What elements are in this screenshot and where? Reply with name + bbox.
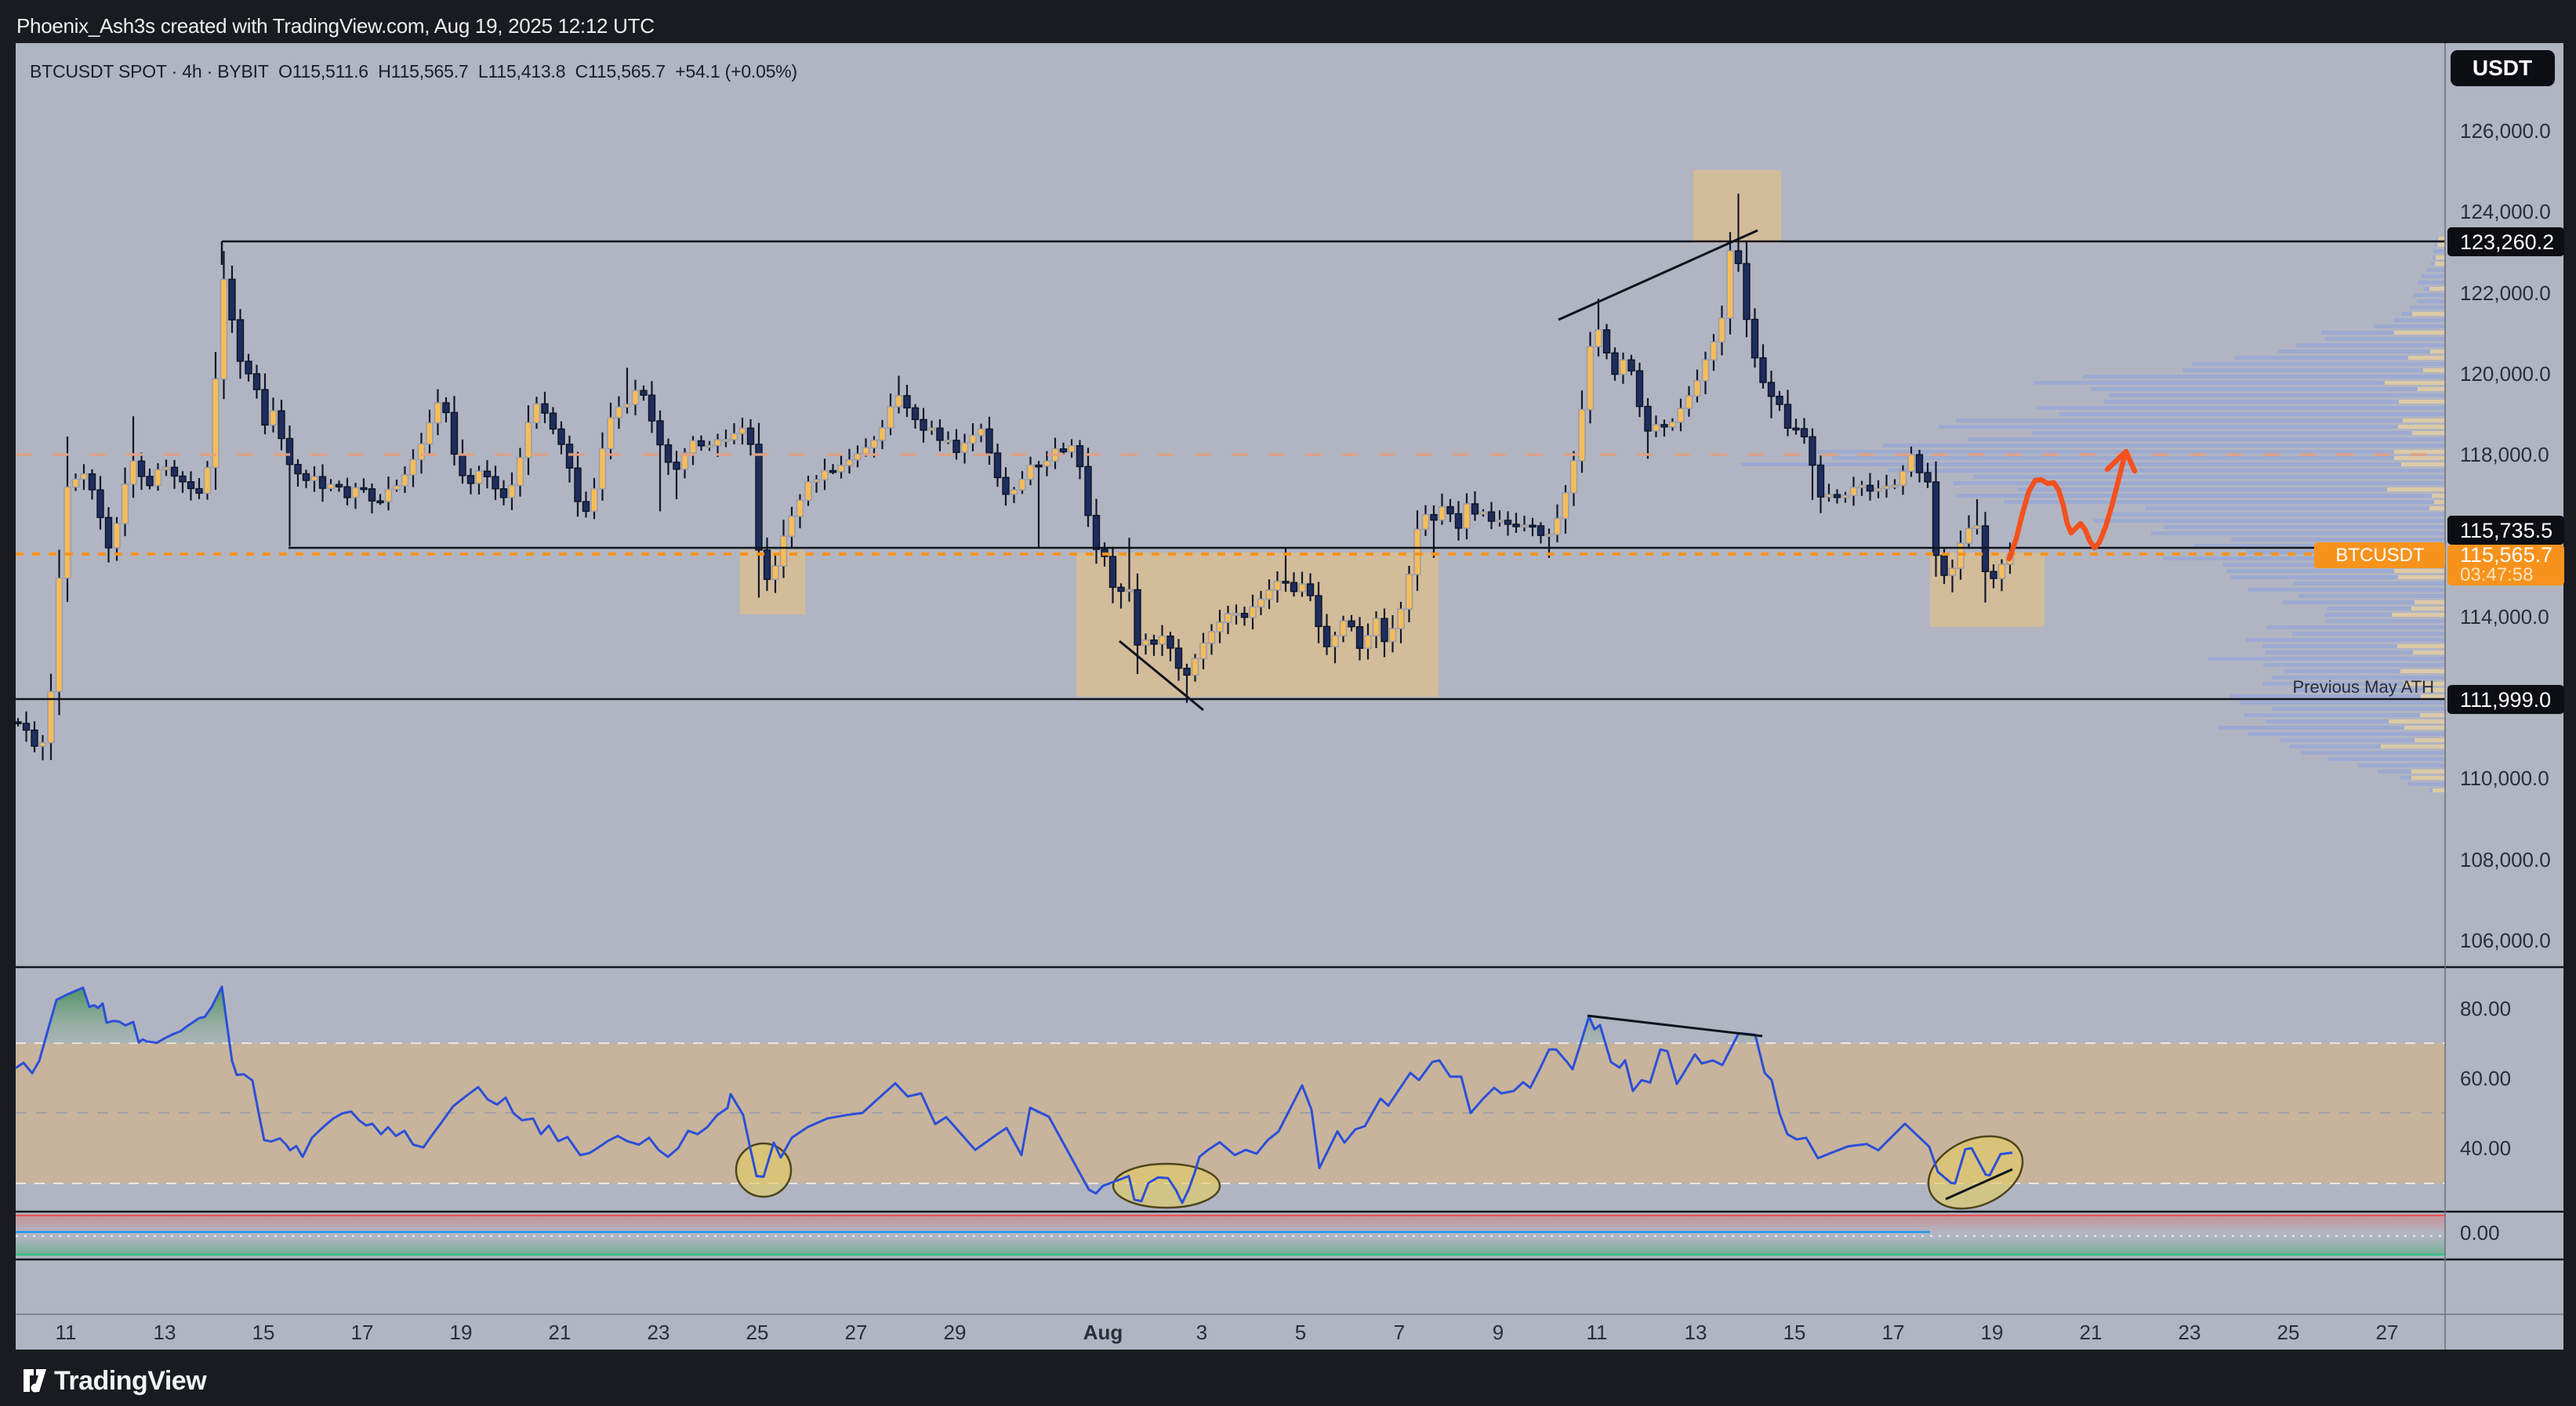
svg-text:118,000.0: 118,000.0: [2460, 443, 2549, 466]
svg-text:80.00: 80.00: [2460, 997, 2511, 1020]
svg-text:7: 7: [1394, 1321, 1405, 1344]
svg-text:19: 19: [1981, 1321, 2004, 1344]
svg-text:23: 23: [2179, 1321, 2201, 1344]
svg-text:9: 9: [1493, 1321, 1504, 1344]
svg-text:17: 17: [1882, 1321, 1905, 1344]
svg-text:60.00: 60.00: [2460, 1067, 2511, 1090]
svg-text:0.00: 0.00: [2460, 1221, 2500, 1245]
svg-text:21: 21: [2080, 1321, 2103, 1344]
svg-text:27: 27: [2376, 1321, 2399, 1344]
svg-text:13: 13: [1685, 1321, 1707, 1344]
svg-text:3: 3: [1196, 1321, 1207, 1344]
svg-text:15: 15: [1783, 1321, 1806, 1344]
svg-text:19: 19: [450, 1321, 473, 1344]
svg-text:40.00: 40.00: [2460, 1136, 2511, 1160]
svg-text:124,000.0: 124,000.0: [2460, 200, 2551, 223]
svg-text:23: 23: [648, 1321, 670, 1344]
svg-text:106,000.0: 106,000.0: [2460, 929, 2551, 952]
svg-text:Aug: Aug: [1083, 1321, 1123, 1344]
svg-text:111,999.0: 111,999.0: [2460, 688, 2551, 712]
svg-text:17: 17: [351, 1321, 374, 1344]
svg-text:11: 11: [1587, 1321, 1608, 1344]
svg-text:126,000.0: 126,000.0: [2460, 119, 2551, 143]
svg-text:115,565.7: 115,565.7: [2460, 543, 2552, 567]
svg-text:5: 5: [1295, 1321, 1306, 1344]
svg-text:11: 11: [56, 1321, 77, 1344]
svg-text:108,000.0: 108,000.0: [2460, 848, 2551, 872]
svg-text:USDT: USDT: [2473, 56, 2532, 80]
svg-text:27: 27: [845, 1321, 868, 1344]
svg-text:110,000.0: 110,000.0: [2460, 766, 2549, 790]
svg-text:TradingView: TradingView: [54, 1366, 207, 1396]
svg-text:13: 13: [154, 1321, 176, 1344]
svg-text:Previous May ATH: Previous May ATH: [2292, 677, 2434, 697]
svg-text:03:47:58: 03:47:58: [2460, 564, 2533, 585]
svg-text:120,000.0: 120,000.0: [2460, 362, 2551, 386]
svg-text:25: 25: [2277, 1321, 2300, 1344]
svg-text:BTCUSDT: BTCUSDT: [2335, 545, 2425, 566]
svg-text:BTCUSDT SPOT · 4h · BYBIT O11: BTCUSDT SPOT · 4h · BYBIT O115,511.6 H11…: [30, 61, 797, 82]
svg-text:123,260.2: 123,260.2: [2460, 230, 2554, 254]
svg-text:114,000.0: 114,000.0: [2460, 605, 2549, 629]
svg-text:25: 25: [746, 1321, 769, 1344]
svg-text:122,000.0: 122,000.0: [2460, 281, 2551, 305]
svg-text:21: 21: [549, 1321, 571, 1344]
svg-text:15: 15: [252, 1321, 275, 1344]
svg-text:29: 29: [944, 1321, 967, 1344]
svg-text:115,735.5: 115,735.5: [2460, 519, 2552, 542]
svg-text:Phoenix_Ash3s created with Tra: Phoenix_Ash3s created with TradingView.c…: [16, 14, 655, 38]
